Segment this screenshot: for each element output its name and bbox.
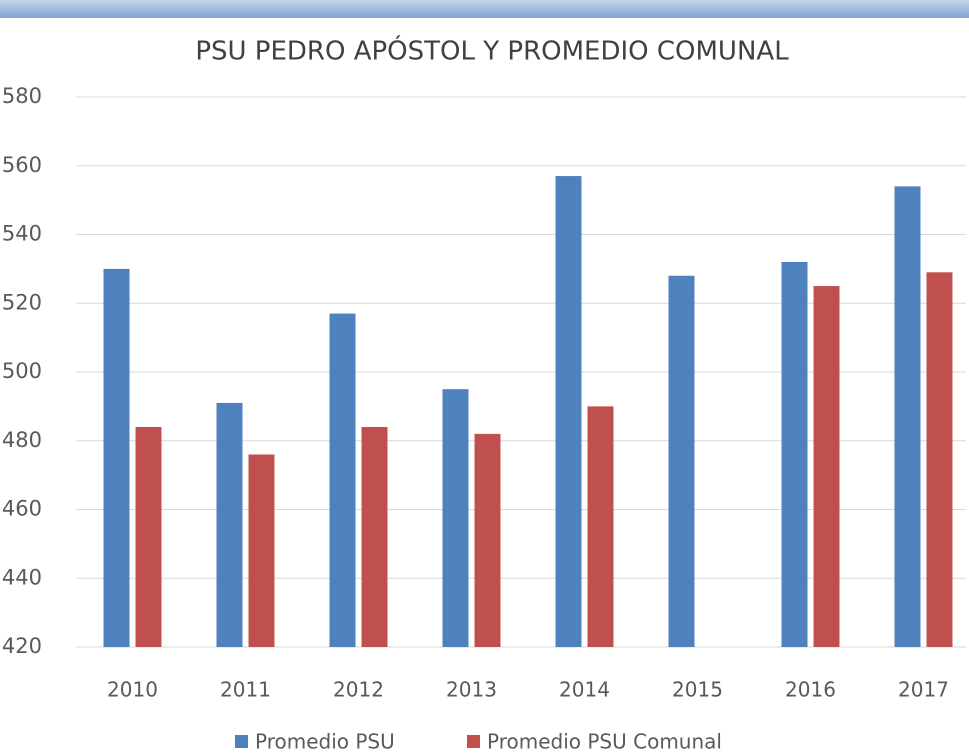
bar	[894, 186, 921, 647]
bar	[329, 313, 356, 647]
y-tick-label: 500	[2, 359, 42, 383]
x-tick-label: 2016	[785, 678, 836, 702]
bar	[361, 427, 388, 647]
bar	[926, 272, 953, 647]
y-tick-label: 460	[2, 497, 42, 521]
legend-swatch	[467, 735, 480, 748]
x-tick-label: 2012	[333, 678, 384, 702]
bar	[248, 454, 275, 647]
bar	[587, 406, 614, 647]
bar	[216, 402, 243, 647]
x-tick-label: 2010	[107, 678, 158, 702]
legend-label: Promedio PSU	[255, 730, 395, 754]
y-tick-label: 580	[2, 84, 42, 108]
y-tick-label: 440	[2, 565, 42, 589]
x-tick-label: 2013	[446, 678, 497, 702]
bar	[103, 268, 130, 647]
bar	[813, 286, 840, 647]
bar	[135, 427, 162, 647]
x-tick-label: 2017	[898, 678, 949, 702]
y-tick-label: 560	[2, 153, 42, 177]
bar	[555, 176, 582, 647]
bar	[668, 275, 695, 647]
y-tick-label: 540	[2, 222, 42, 246]
legend-swatch	[235, 735, 248, 748]
header-bar	[0, 0, 969, 18]
x-tick-label: 2015	[672, 678, 723, 702]
bar	[474, 433, 501, 647]
bar	[442, 389, 469, 647]
legend-label: Promedio PSU Comunal	[487, 730, 722, 754]
y-tick-label: 520	[2, 290, 42, 314]
y-tick-label: 480	[2, 428, 42, 452]
x-tick-label: 2011	[220, 678, 271, 702]
y-tick-label: 420	[2, 634, 42, 658]
bar	[781, 262, 808, 647]
x-tick-label: 2014	[559, 678, 610, 702]
chart-title: PSU PEDRO APÓSTOL Y PROMEDIO COMUNAL	[195, 35, 789, 67]
